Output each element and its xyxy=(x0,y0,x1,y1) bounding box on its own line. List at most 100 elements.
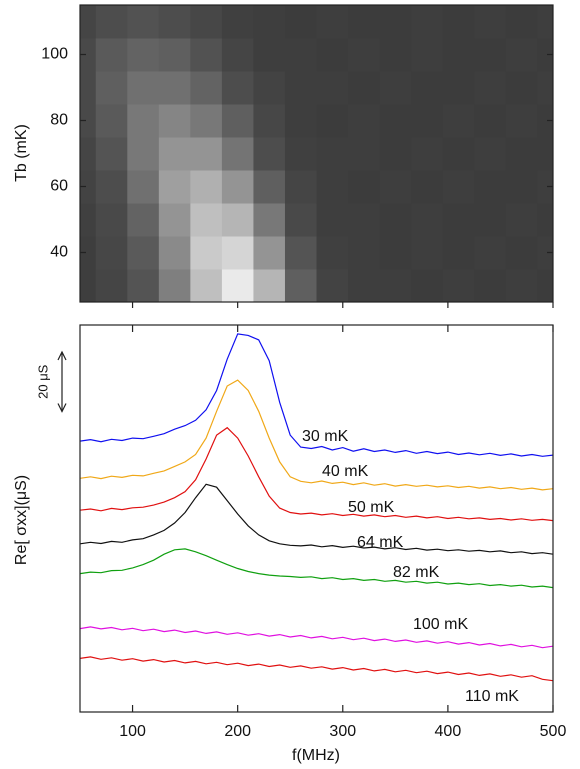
trace xyxy=(80,656,553,682)
heat-cell xyxy=(158,38,191,72)
heat-cell xyxy=(127,170,160,204)
heat-cell xyxy=(348,71,381,105)
x-label: f(MHz) xyxy=(292,747,340,764)
heatmap xyxy=(80,5,553,302)
heat-cell xyxy=(190,38,223,72)
heat-cell xyxy=(80,71,97,105)
bottom-y-label: Re[ σxx](μS) xyxy=(13,475,30,565)
x-tick-label: 400 xyxy=(435,723,462,740)
heat-cell xyxy=(537,137,553,171)
heat-cell xyxy=(95,5,128,39)
heat-cell xyxy=(411,170,444,204)
heat-cell xyxy=(474,38,507,72)
traces xyxy=(80,333,553,682)
scale-bar-label: 20 μS xyxy=(35,364,50,399)
heat-cell xyxy=(316,170,349,204)
heat-cell xyxy=(379,170,412,204)
series-label: 50 mK xyxy=(348,499,395,516)
heat-cell xyxy=(284,137,317,171)
heat-cell xyxy=(474,170,507,204)
heat-cell xyxy=(348,269,381,302)
heat-cell xyxy=(537,236,553,270)
heat-cell xyxy=(221,236,254,270)
scale-arrow xyxy=(57,350,67,413)
heat-cell xyxy=(474,203,507,237)
y-tick-label: 60 xyxy=(50,178,68,195)
heat-cell xyxy=(442,137,475,171)
heat-cell xyxy=(442,71,475,105)
heat-cell xyxy=(411,5,444,39)
heat-cell xyxy=(221,137,254,171)
heat-cell xyxy=(127,269,160,302)
y-tick-label: 100 xyxy=(41,46,68,63)
heat-cell xyxy=(537,71,553,105)
heat-cell xyxy=(253,71,286,105)
heat-cell xyxy=(474,104,507,138)
heat-cell xyxy=(190,203,223,237)
heat-cell xyxy=(411,104,444,138)
heat-cell xyxy=(80,5,97,39)
heat-cell xyxy=(537,203,553,237)
heat-cell xyxy=(442,170,475,204)
heat-cell xyxy=(348,137,381,171)
heat-cell xyxy=(127,104,160,138)
top-y-label: Tb (mK) xyxy=(13,124,30,182)
heat-cell xyxy=(505,236,538,270)
y-tick-label: 40 xyxy=(50,244,68,261)
heat-cell xyxy=(190,137,223,171)
heat-cell xyxy=(379,203,412,237)
series-label: 64 mK xyxy=(357,534,404,551)
trace xyxy=(80,333,553,457)
heat-cell xyxy=(379,137,412,171)
heat-cell xyxy=(411,71,444,105)
heat-cell xyxy=(348,236,381,270)
heat-cell xyxy=(284,5,317,39)
heat-cell xyxy=(474,137,507,171)
heat-cell xyxy=(474,5,507,39)
series-label: 110 mK xyxy=(465,688,519,705)
heat-cell xyxy=(253,236,286,270)
heat-cell xyxy=(253,203,286,237)
heat-cell xyxy=(505,137,538,171)
heat-cell xyxy=(221,5,254,39)
heat-cell xyxy=(537,38,553,72)
heat-cell xyxy=(316,269,349,302)
heat-cell xyxy=(127,236,160,270)
heat-cell xyxy=(190,71,223,105)
heat-cell xyxy=(316,104,349,138)
heat-cell xyxy=(253,5,286,39)
heat-cell xyxy=(95,236,128,270)
heat-cell xyxy=(442,269,475,302)
heat-cell xyxy=(505,269,538,302)
heat-cell xyxy=(95,38,128,72)
heat-cell xyxy=(348,203,381,237)
heat-cell xyxy=(316,38,349,72)
heat-cell xyxy=(442,203,475,237)
heat-cell xyxy=(95,170,128,204)
heat-cell xyxy=(537,269,553,302)
heat-cell xyxy=(316,71,349,105)
heat-cell xyxy=(442,236,475,270)
heat-cell xyxy=(348,5,381,39)
heat-cell xyxy=(190,5,223,39)
heat-cell xyxy=(127,38,160,72)
heat-cell xyxy=(127,5,160,39)
heat-cell xyxy=(474,71,507,105)
heat-cell xyxy=(316,137,349,171)
heat-cell xyxy=(316,5,349,39)
bottom-frame xyxy=(79,324,554,713)
heat-cell xyxy=(284,170,317,204)
heat-cell xyxy=(379,71,412,105)
heat-cell xyxy=(158,170,191,204)
heat-cell xyxy=(284,269,317,302)
heat-cell xyxy=(95,203,128,237)
heat-cell xyxy=(411,203,444,237)
heat-cell xyxy=(411,137,444,171)
heat-cell xyxy=(221,170,254,204)
series-label: 30 mK xyxy=(302,428,349,445)
series-label: 100 mK xyxy=(413,616,468,633)
x-tick-label: 200 xyxy=(224,723,251,740)
heat-cell xyxy=(379,269,412,302)
heat-cell xyxy=(190,170,223,204)
